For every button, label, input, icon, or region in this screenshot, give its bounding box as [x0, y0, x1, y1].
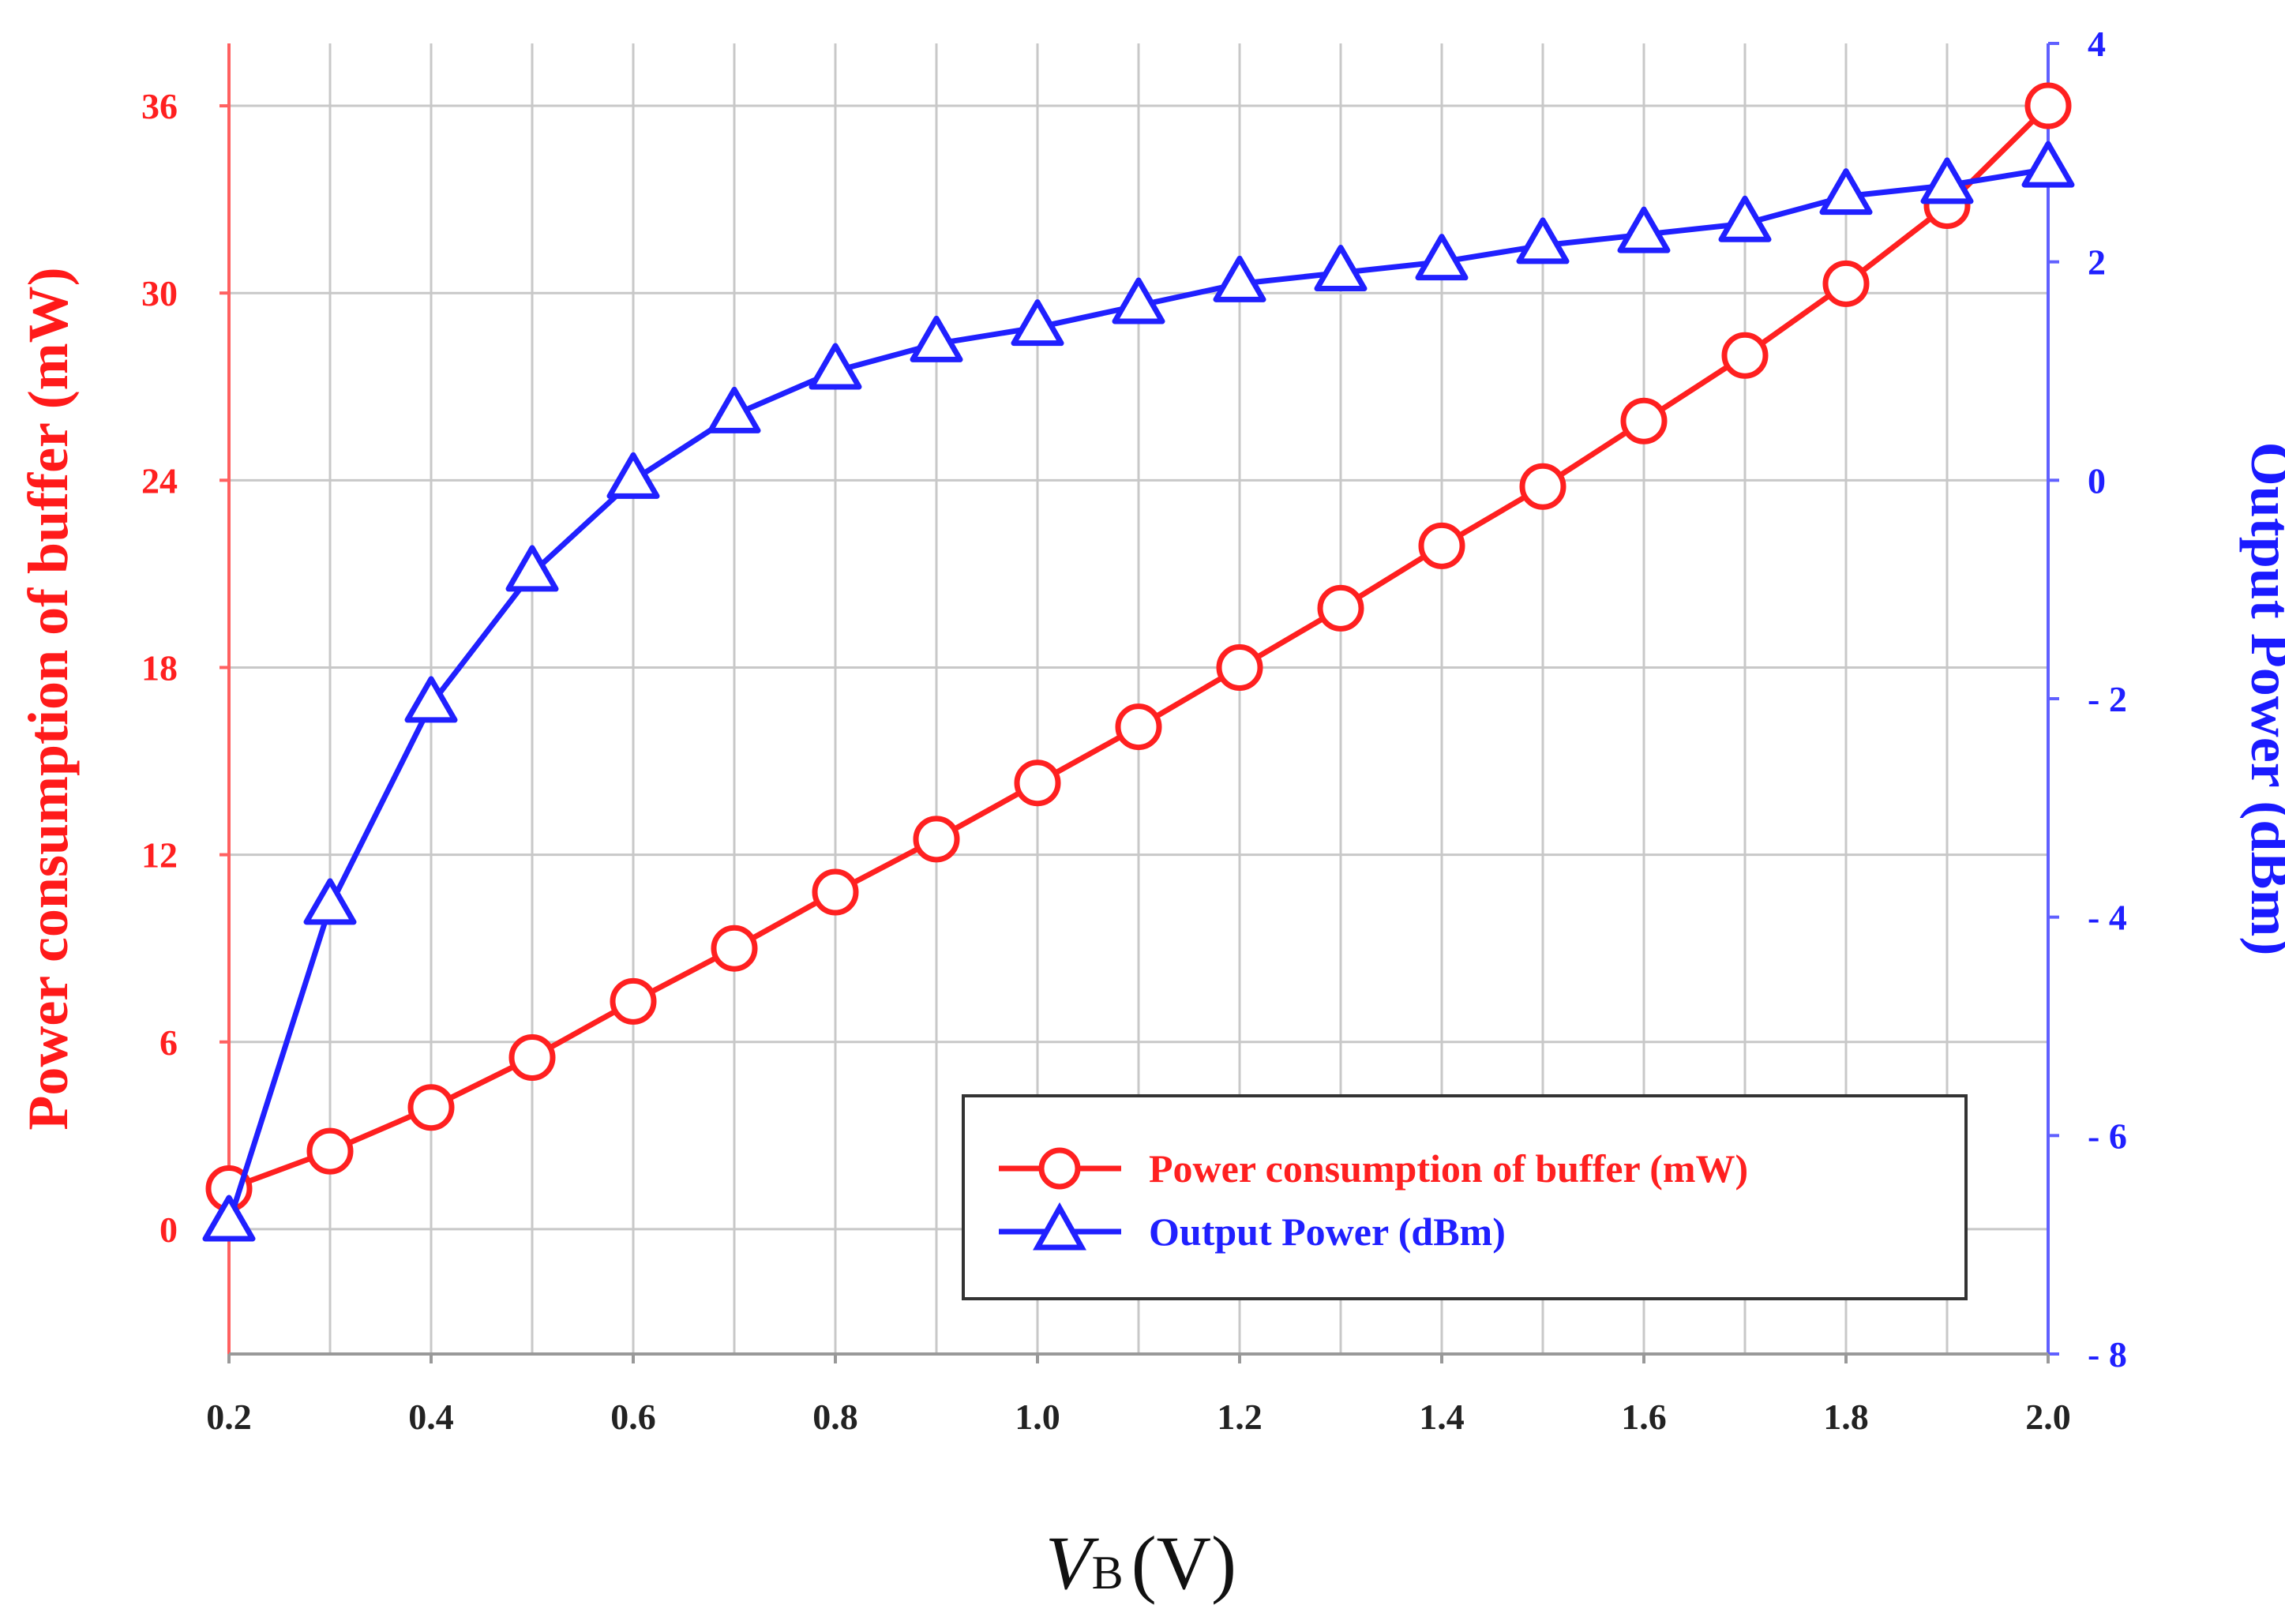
- right-tick-label: - 2: [2088, 679, 2127, 719]
- data-point-output-power: [404, 676, 458, 723]
- x-tick-label: 0.6: [610, 1397, 656, 1437]
- left-tick-label: 30: [141, 273, 178, 313]
- data-point-output-power: [1617, 206, 1671, 253]
- data-point-power-consumption: [812, 868, 859, 916]
- x-axis-label-subscript: B: [1092, 1547, 1124, 1599]
- data-point-output-power: [707, 386, 761, 433]
- left-tick-label: 0: [159, 1210, 178, 1250]
- data-point-power-consumption: [1721, 332, 1769, 379]
- legend-marker-triangle: [1033, 1202, 1086, 1251]
- data-point-output-power: [1516, 217, 1570, 264]
- right-tick-label: 2: [2088, 242, 2106, 283]
- data-point-power-consumption: [610, 977, 657, 1025]
- x-tick-label: 0.4: [408, 1397, 454, 1437]
- data-point-output-power: [1920, 157, 1974, 204]
- right-tick-label: 4: [2088, 24, 2106, 64]
- right-tick-label: 0: [2088, 460, 2106, 501]
- data-point-output-power: [606, 452, 660, 499]
- data-point-output-power: [2021, 141, 2075, 188]
- data-point-power-consumption: [1418, 522, 1465, 569]
- data-point-output-power: [1718, 195, 1772, 242]
- x-tick-label: 1.4: [1419, 1397, 1465, 1437]
- data-point-power-consumption: [508, 1034, 556, 1082]
- legend-label-output: Output Power (dBm): [1149, 1210, 1506, 1254]
- x-tick-label: 0.8: [812, 1397, 858, 1437]
- data-point-output-power: [1011, 299, 1064, 347]
- legend-label-power: Power consumption of buffer (mW): [1149, 1146, 1748, 1191]
- x-axis-label: VB (V): [1045, 1521, 1236, 1605]
- right-tick-label: - 6: [2088, 1116, 2127, 1156]
- data-point-output-power: [1415, 234, 1469, 281]
- data-point-power-consumption: [1216, 643, 1263, 691]
- x-tick-label: 1.8: [1823, 1397, 1869, 1437]
- data-point-power-consumption: [2024, 82, 2072, 129]
- data-point-power-consumption: [306, 1127, 354, 1175]
- legend-box: [962, 1094, 1968, 1300]
- x-tick-label: 1.0: [1015, 1397, 1060, 1437]
- data-point-output-power: [1819, 168, 1873, 216]
- right-tick-label: - 8: [2088, 1334, 2127, 1375]
- data-point-output-power: [303, 878, 357, 925]
- x-tick-label: 2.0: [2025, 1397, 2071, 1437]
- left-tick-label: 6: [159, 1022, 178, 1063]
- x-tick-label: 0.2: [206, 1397, 252, 1437]
- x-axis-label-unit: (V): [1131, 1521, 1236, 1605]
- data-point-power-consumption: [407, 1084, 455, 1131]
- data-point-power-consumption: [1115, 703, 1162, 751]
- data-point-output-power: [1314, 245, 1368, 291]
- left-tick-label: 36: [141, 86, 178, 126]
- data-point-output-power: [1213, 255, 1266, 302]
- legend: Power consumption of buffer (mW) Output …: [962, 1094, 1968, 1300]
- data-point-output-power: [910, 315, 963, 362]
- data-point-power-consumption: [913, 816, 960, 863]
- data-point-power-consumption: [711, 925, 758, 972]
- left-tick-label: 24: [141, 460, 178, 501]
- data-point-power-consumption: [1014, 759, 1061, 807]
- data-point-power-consumption: [1317, 584, 1364, 632]
- data-point-power-consumption: [1620, 397, 1668, 444]
- left-tick-label: 18: [141, 647, 178, 688]
- data-point-output-power: [505, 545, 559, 592]
- legend-marker-circle: [1038, 1147, 1081, 1190]
- y-axis-label-left: Power consumption of buffer (mW): [17, 267, 80, 1130]
- x-tick-label: 1.2: [1217, 1397, 1263, 1437]
- data-point-output-power: [1112, 277, 1165, 324]
- x-tick-label: 1.6: [1621, 1397, 1667, 1437]
- y-axis-label-right: Output Power (dBm): [2239, 442, 2285, 956]
- left-tick-label: 12: [141, 835, 178, 876]
- x-axis-label-variable: V: [1045, 1521, 1099, 1605]
- right-tick-label: - 4: [2088, 898, 2127, 938]
- data-point-power-consumption: [1822, 260, 1870, 307]
- data-point-power-consumption: [1519, 463, 1566, 510]
- data-point-output-power: [809, 343, 862, 390]
- data-point-output-power: [202, 1195, 256, 1242]
- series-layer: [202, 82, 2075, 1242]
